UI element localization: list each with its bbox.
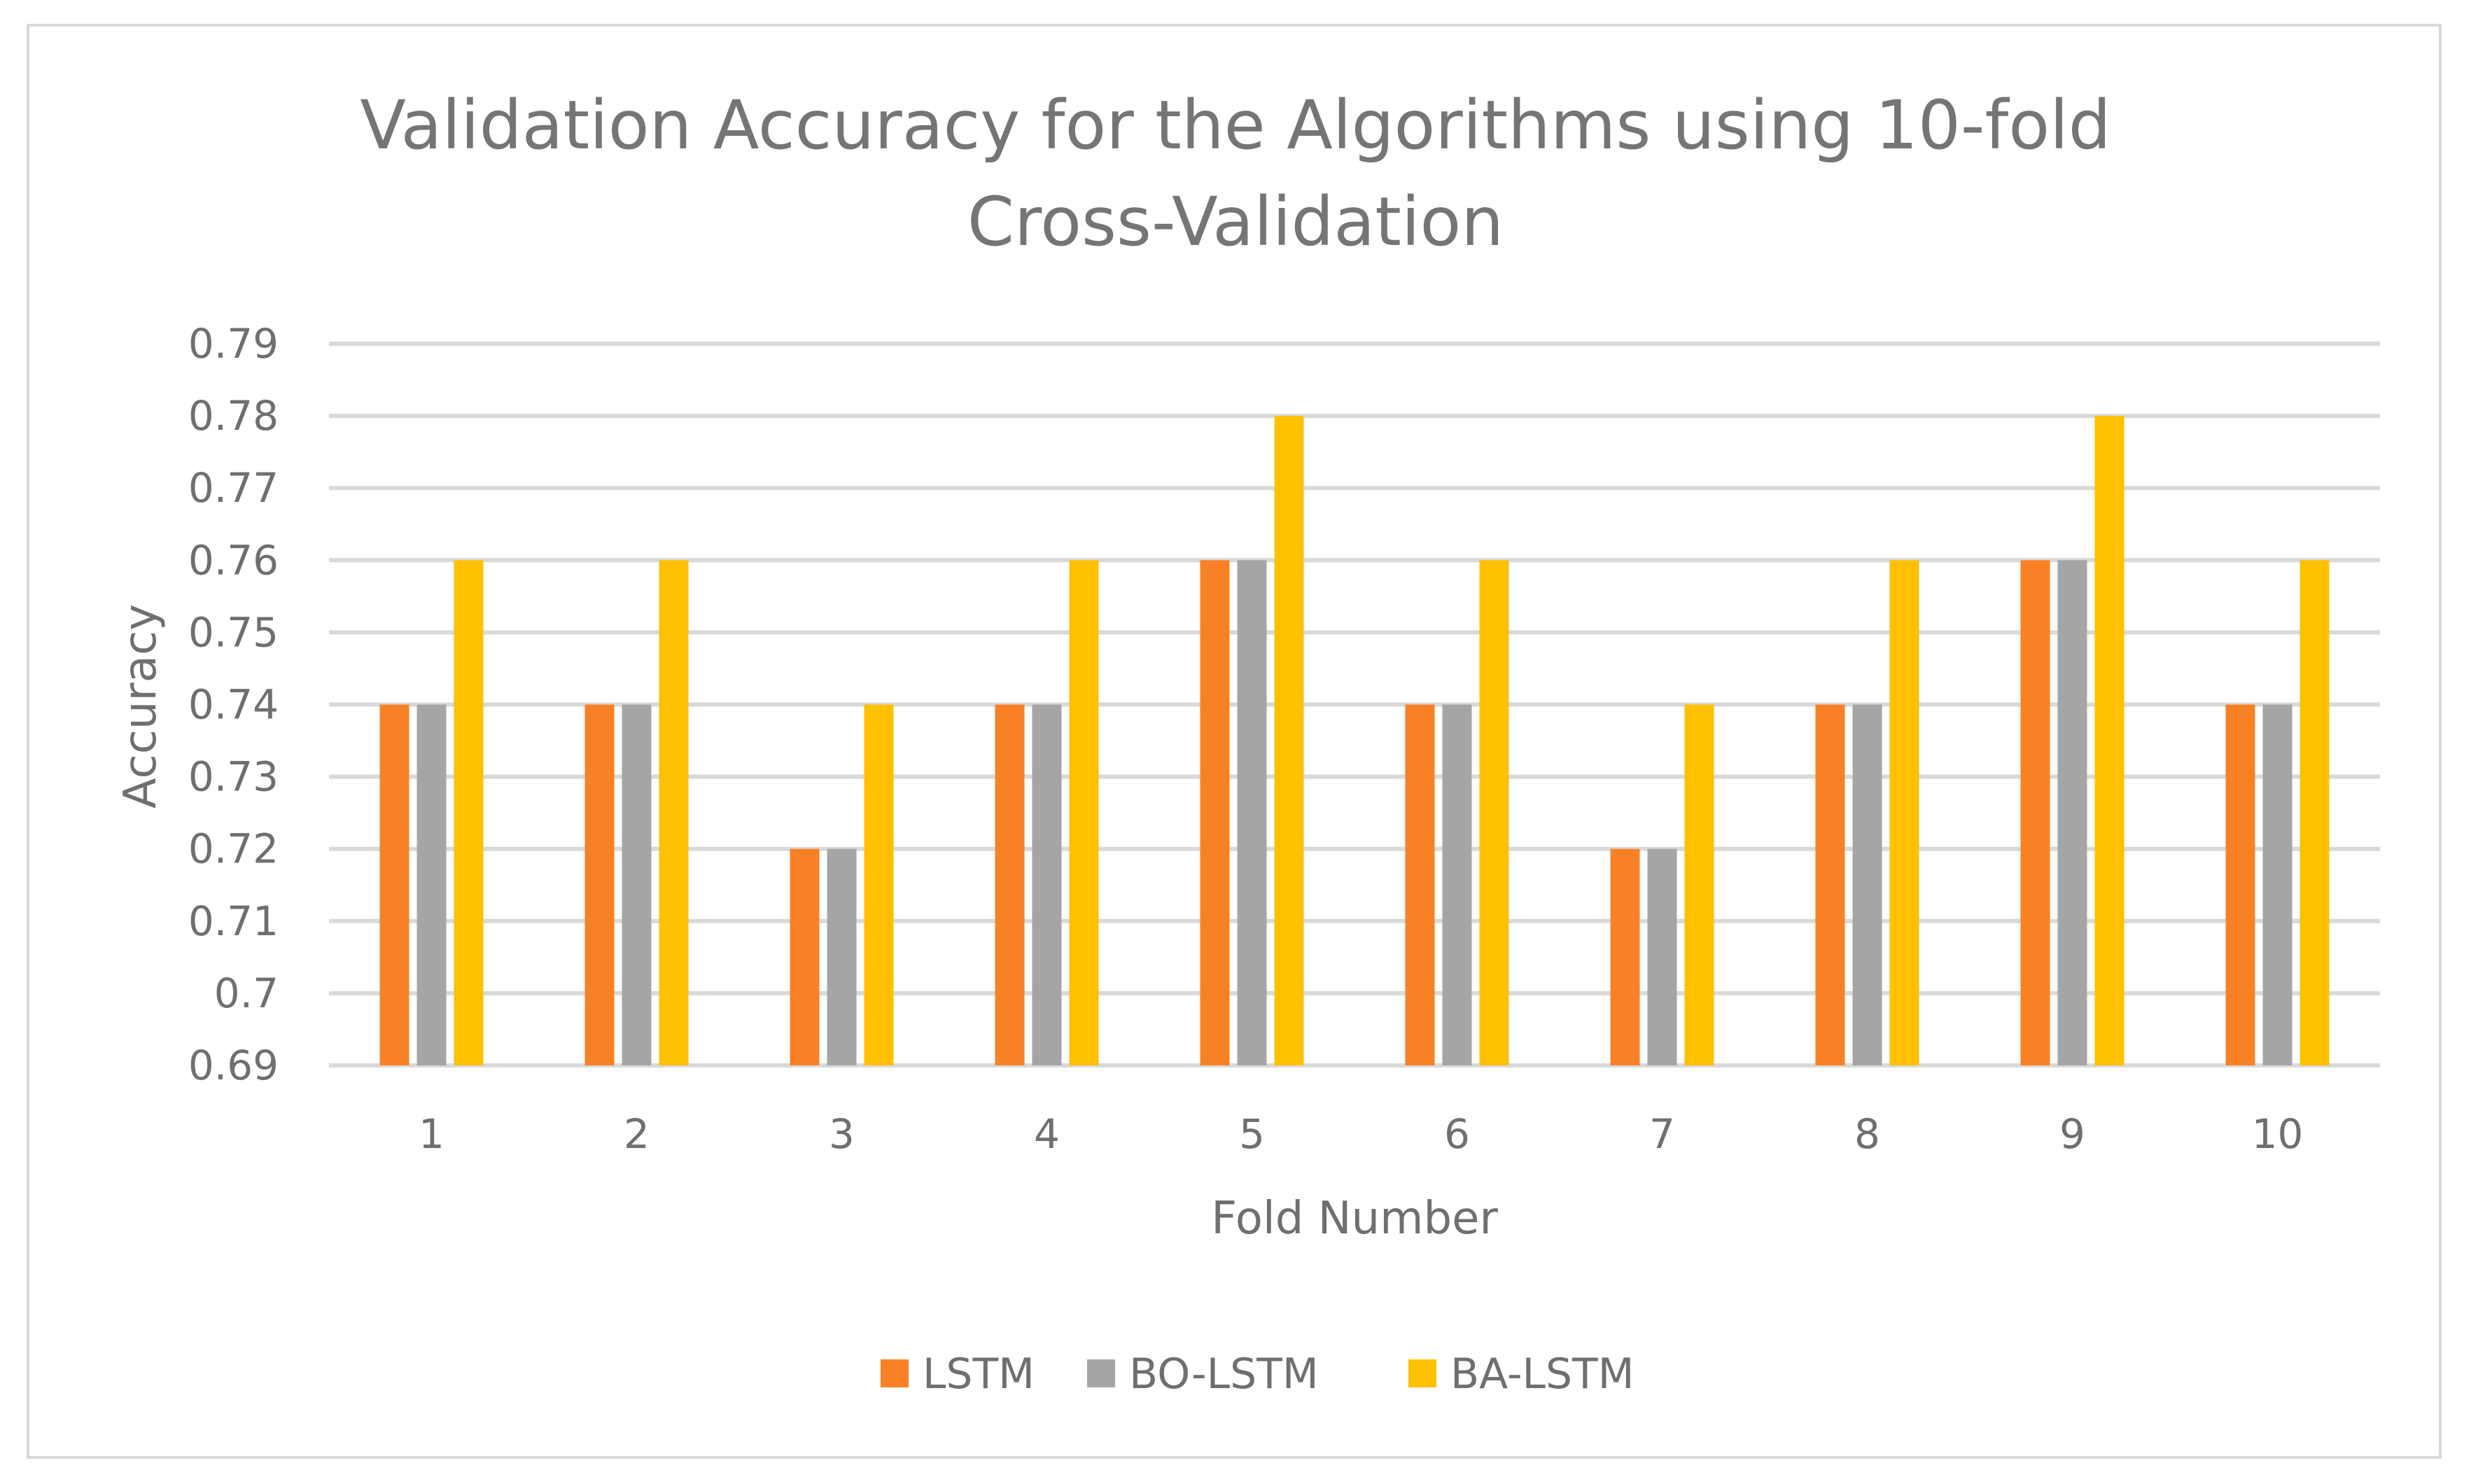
bar-ba-lstm-fold-6 <box>1479 560 1509 1065</box>
bar-lstm-fold-5 <box>1200 560 1230 1065</box>
bar-lstm-fold-1 <box>379 704 410 1065</box>
bar-bo-lstm-fold-1 <box>416 704 447 1065</box>
bar-ba-lstm-fold-4 <box>1069 560 1099 1065</box>
y-tick-label: 0.74 <box>188 681 279 729</box>
bar-bo-lstm-fold-5 <box>1237 560 1267 1065</box>
legend-label-bo-lstm: BO-LSTM <box>1129 1350 1319 1399</box>
bars <box>379 416 2330 1065</box>
x-tick-label: 1 <box>419 1110 444 1158</box>
bar-bo-lstm-fold-7 <box>1647 848 1677 1065</box>
legend-swatch-ba-lstm <box>1408 1359 1436 1387</box>
bar-lstm-fold-7 <box>1610 848 1640 1065</box>
y-tick-label: 0.69 <box>188 1042 279 1089</box>
bar-lstm-fold-2 <box>584 704 615 1065</box>
bar-ba-lstm-fold-5 <box>1274 416 1304 1065</box>
x-tick-label: 7 <box>1649 1110 1675 1158</box>
legend-label-lstm: LSTM <box>923 1350 1035 1399</box>
bar-lstm-fold-8 <box>1815 704 1845 1065</box>
x-tick-label: 9 <box>2059 1110 2085 1158</box>
y-tick-label: 0.76 <box>188 536 279 584</box>
bar-bo-lstm-fold-2 <box>622 704 652 1065</box>
legend-swatch-lstm <box>881 1359 909 1387</box>
legend: LSTM BO-LSTM BA-LSTM <box>881 1350 1634 1399</box>
bar-ba-lstm-fold-10 <box>2300 560 2330 1065</box>
bar-bo-lstm-fold-4 <box>1032 704 1062 1065</box>
x-tick-label: 3 <box>829 1110 855 1158</box>
chart-title: Validation Accuracy for the Algorithms u… <box>360 86 2110 261</box>
y-tick-label: 0.73 <box>188 753 279 801</box>
bar-ba-lstm-fold-8 <box>1889 560 1919 1065</box>
bar-bo-lstm-fold-9 <box>2057 560 2087 1065</box>
x-tick-label: 6 <box>1444 1110 1470 1158</box>
bar-bo-lstm-fold-8 <box>1852 704 1882 1065</box>
x-tick-label: 2 <box>624 1110 650 1158</box>
y-axis-ticks: 0.69 0.7 0.71 0.72 0.73 0.74 0.75 0.76 0.77 0.78 0… <box>188 320 279 1089</box>
bar-lstm-fold-9 <box>2020 560 2050 1065</box>
bar-lstm-fold-4 <box>995 704 1025 1065</box>
bar-ba-lstm-fold-9 <box>2094 416 2124 1065</box>
y-tick-label: 0.75 <box>188 608 279 656</box>
y-tick-label: 0.77 <box>188 464 279 512</box>
chart-title-line-1: Validation Accuracy for the Algorithms u… <box>360 86 2110 164</box>
x-tick-label: 10 <box>2252 1110 2304 1158</box>
bar-bo-lstm-fold-10 <box>2262 704 2292 1065</box>
y-axis-title: Accuracy <box>115 604 167 808</box>
bar-bo-lstm-fold-3 <box>827 848 857 1065</box>
x-axis-title: Fold Number <box>1211 1193 1498 1245</box>
y-tick-label: 0.7 <box>214 969 279 1017</box>
y-tick-label: 0.72 <box>188 825 279 873</box>
x-tick-label: 8 <box>1854 1110 1880 1158</box>
y-tick-label: 0.79 <box>188 320 279 368</box>
chart-title-line-2: Cross-Validation <box>967 183 1504 261</box>
x-axis-ticks: 1 2 3 4 5 6 7 8 9 10 <box>419 1110 2303 1158</box>
x-tick-label: 4 <box>1034 1110 1060 1158</box>
bar-lstm-fold-10 <box>2225 704 2255 1065</box>
bar-lstm-fold-6 <box>1405 704 1435 1065</box>
bar-lstm-fold-3 <box>790 848 820 1065</box>
y-tick-label: 0.71 <box>188 897 279 945</box>
x-tick-label: 5 <box>1239 1110 1265 1158</box>
legend-label-ba-lstm: BA-LSTM <box>1450 1350 1634 1399</box>
bar-ba-lstm-fold-1 <box>454 560 484 1065</box>
bar-ba-lstm-fold-7 <box>1684 704 1714 1065</box>
bar-bo-lstm-fold-6 <box>1442 704 1472 1065</box>
y-tick-label: 0.78 <box>188 392 279 440</box>
bar-ba-lstm-fold-2 <box>659 560 689 1065</box>
bar-ba-lstm-fold-3 <box>864 704 894 1065</box>
legend-swatch-bo-lstm <box>1087 1359 1115 1387</box>
